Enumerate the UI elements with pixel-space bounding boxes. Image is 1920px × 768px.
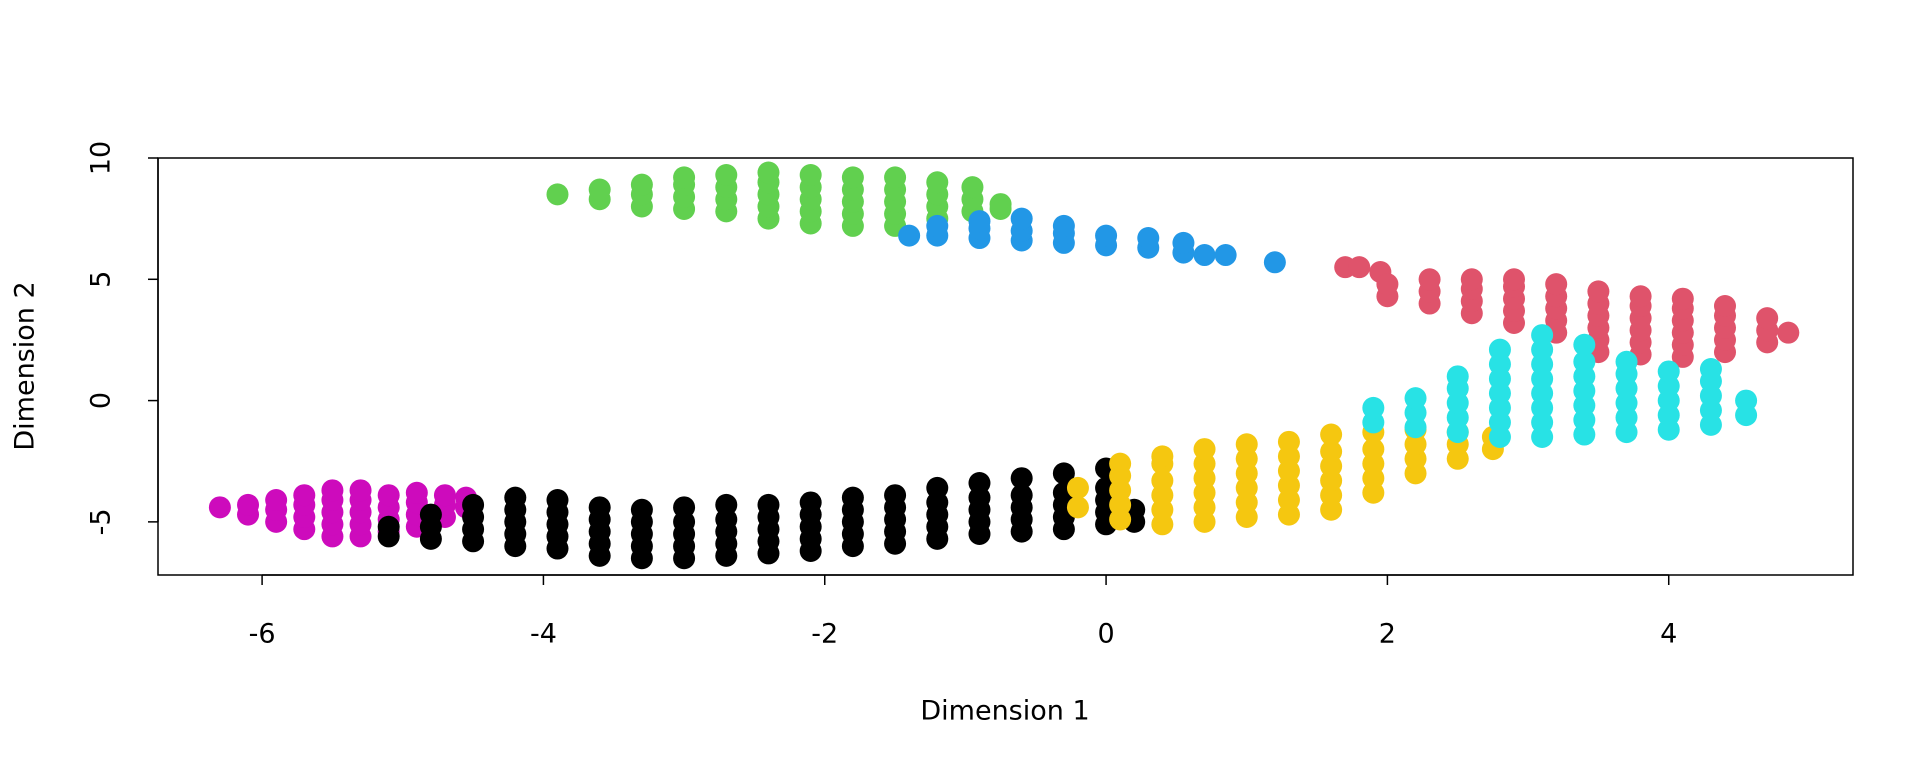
point: [926, 171, 949, 194]
point: [715, 493, 738, 516]
point: [1404, 387, 1427, 410]
point: [546, 489, 569, 512]
x-axis-label: Dimension 1: [920, 696, 1089, 727]
point: [265, 489, 288, 512]
point: [961, 176, 984, 199]
point: [884, 166, 907, 189]
point: [1052, 214, 1075, 237]
point: [841, 486, 864, 509]
point: [1320, 440, 1343, 463]
x-tick-label: -4: [530, 619, 557, 650]
point: [1460, 268, 1483, 291]
point: [1615, 350, 1638, 373]
point: [1010, 484, 1033, 507]
point: [757, 493, 780, 516]
point: [546, 183, 569, 206]
point: [433, 484, 456, 507]
point: [1066, 476, 1089, 499]
point: [630, 173, 653, 196]
point: [1699, 358, 1722, 381]
point: [1573, 333, 1596, 356]
point: [1010, 467, 1033, 490]
x-tick-label: 4: [1660, 619, 1677, 650]
point: [1713, 294, 1736, 317]
y-axis-label: Dimension 2: [10, 281, 41, 450]
point: [841, 166, 864, 189]
point: [1531, 324, 1554, 347]
point: [1214, 244, 1237, 267]
point: [1066, 496, 1089, 519]
point: [1151, 445, 1174, 468]
point: [968, 472, 991, 495]
point: [1172, 231, 1195, 254]
point: [1109, 452, 1132, 475]
point: [1193, 244, 1216, 267]
x-tick-label: 2: [1379, 619, 1396, 650]
point: [377, 515, 400, 538]
point: [1629, 285, 1652, 308]
y-tick-label: -5: [86, 508, 117, 535]
y-tick-label: 10: [86, 141, 117, 175]
point: [1010, 207, 1033, 230]
point: [1545, 273, 1568, 296]
point: [673, 496, 696, 519]
point: [1095, 224, 1118, 247]
point: [673, 166, 696, 189]
point: [1235, 433, 1258, 456]
point: [1362, 438, 1385, 461]
point: [1193, 438, 1216, 461]
point: [926, 476, 949, 499]
points: [208, 161, 1800, 570]
point: [1376, 273, 1399, 296]
point: [968, 210, 991, 233]
point: [237, 493, 260, 516]
point: [884, 484, 907, 507]
y-tick-label: 0: [86, 392, 117, 409]
point: [1573, 350, 1596, 373]
point: [1777, 321, 1800, 344]
y-tick-label: 5: [86, 271, 117, 288]
point: [1348, 256, 1371, 279]
point: [1446, 365, 1469, 388]
point: [504, 486, 527, 509]
point: [1503, 268, 1525, 291]
point: [321, 479, 344, 502]
point: [1756, 307, 1779, 330]
point: [405, 481, 428, 504]
point: [1277, 430, 1300, 453]
point: [349, 479, 372, 502]
point: [1488, 338, 1511, 361]
point: [926, 214, 949, 237]
point: [898, 224, 921, 247]
point: [377, 484, 400, 507]
point: [208, 496, 231, 519]
point: [1052, 462, 1075, 485]
point: [1137, 227, 1160, 250]
point: [1657, 360, 1680, 383]
point: [757, 161, 780, 184]
point: [1263, 251, 1286, 274]
point: [1320, 423, 1343, 446]
point: [1362, 396, 1385, 419]
point: [1735, 389, 1758, 412]
point: [1418, 268, 1441, 291]
point: [715, 163, 738, 186]
point: [293, 484, 316, 507]
point: [989, 193, 1012, 216]
point: [588, 496, 611, 519]
point: [1587, 280, 1610, 303]
point: [588, 178, 611, 201]
x-tick-label: 0: [1097, 619, 1114, 650]
point: [462, 493, 485, 516]
point: [799, 491, 822, 514]
point: [1151, 469, 1174, 492]
point: [799, 163, 822, 186]
x-tick-label: -6: [249, 619, 276, 650]
point: [630, 498, 653, 521]
point: [419, 503, 442, 526]
x-tick-label: -2: [811, 619, 838, 650]
point: [1671, 287, 1694, 310]
